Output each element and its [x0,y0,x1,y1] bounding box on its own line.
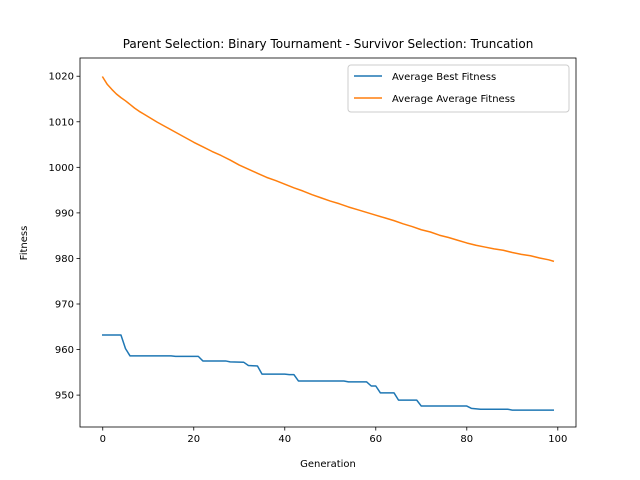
series-layer [101,76,555,411]
legend: Average Best Fitness Average Average Fit… [347,64,570,113]
x-tick-label-0: 0 [100,434,106,445]
legend-label-best: Average Best Fitness [392,72,496,83]
y-tick-label-1000: 1000 [49,163,74,174]
y-axis-label: Fitness [19,226,30,261]
y-tick-label-960: 960 [55,345,74,356]
y-tick-label-1010: 1010 [49,117,74,128]
x-axis-label: Generation [300,459,356,470]
x-tick-label-80: 80 [460,434,473,445]
legend-box [347,64,570,113]
legend-label-average: Average Average Fitness [392,94,515,105]
x-tick-label-60: 60 [369,434,382,445]
y-tick-label-980: 980 [55,254,74,265]
plot-frame [79,57,577,428]
y-tick-label-990: 990 [55,208,74,219]
series-line-0 [102,334,554,411]
chart-title: Parent Selection: Binary Tournament - Su… [123,37,534,51]
y-tick-label-950: 950 [55,391,74,402]
x-tick-label-100: 100 [548,434,567,445]
series-line-1 [101,76,555,263]
y-axis: 950 960 970 980 990 1000 1010 1020 [49,72,80,402]
y-tick-label-1020: 1020 [49,72,74,83]
x-axis: 0 20 40 60 80 100 [100,427,567,445]
y-tick-label-970: 970 [55,300,74,311]
x-tick-label-20: 20 [187,434,200,445]
x-tick-label-40: 40 [278,434,291,445]
